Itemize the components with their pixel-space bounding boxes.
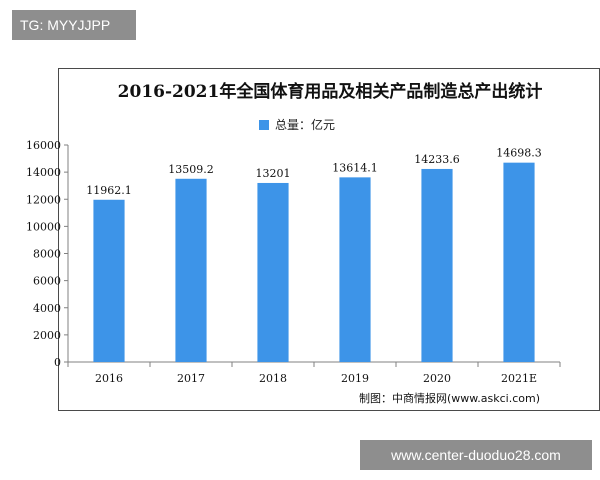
data-label: 13201 (256, 167, 291, 180)
x-tick-label: 2020 (423, 372, 451, 385)
y-tick-label: 8000 (33, 248, 61, 261)
y-tick-label: 4000 (33, 302, 61, 315)
bar (339, 177, 371, 362)
bar (503, 162, 535, 362)
source-note: 制图：中商情报网(www.askci.com) (359, 392, 540, 405)
data-label: 11962.1 (86, 184, 132, 197)
data-label: 13509.2 (168, 163, 214, 176)
bar (421, 168, 453, 362)
header-tag: TG: MYYJJPP (12, 10, 136, 40)
chart-frame: 2016-2021年全国体育用品及相关产品制造总产出统计 总量：亿元 制图：中商… (58, 68, 600, 411)
chart-title: 2016-2021年全国体育用品及相关产品制造总产出统计 (117, 82, 543, 102)
x-tick-label: 2021E (501, 372, 537, 385)
y-tick-label: 6000 (33, 275, 61, 288)
legend-swatch (259, 119, 269, 130)
bar (175, 178, 207, 362)
y-tick-label: 14000 (26, 166, 61, 179)
bar (93, 199, 125, 362)
legend-label: 总量：亿元 (275, 118, 336, 132)
x-tick-label: 2018 (259, 372, 287, 385)
bar (257, 182, 289, 362)
y-tick-label: 0 (54, 356, 61, 369)
x-tick-label: 2017 (177, 372, 205, 385)
x-tick-label: 2019 (341, 372, 369, 385)
data-label: 14698.3 (496, 147, 542, 160)
y-tick-label: 2000 (33, 329, 61, 342)
y-tick-label: 10000 (26, 220, 61, 233)
footer-tag: www.center-duoduo28.com (360, 440, 592, 470)
y-tick-label: 12000 (26, 193, 61, 206)
y-tick-label: 16000 (26, 139, 61, 152)
x-tick-label: 2016 (95, 372, 123, 385)
data-label: 13614.1 (332, 161, 378, 174)
legend: 总量：亿元 (259, 116, 335, 133)
data-label: 14233.6 (414, 153, 460, 166)
